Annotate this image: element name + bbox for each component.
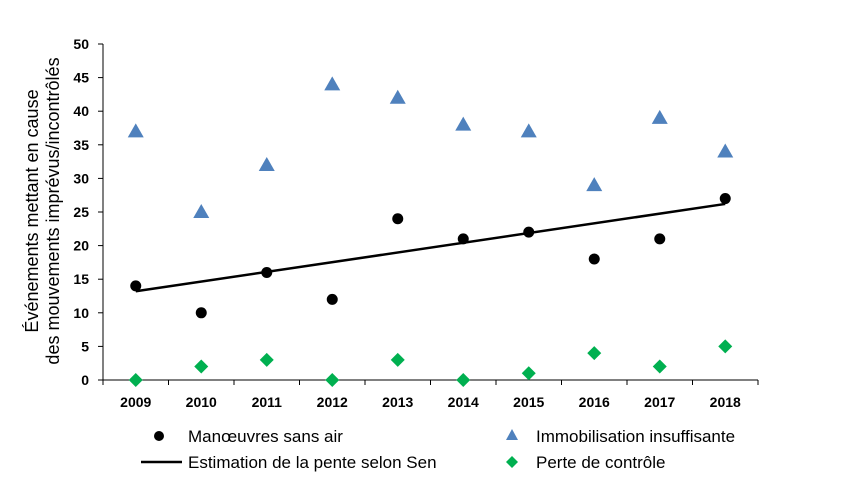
point-triangle-2015 bbox=[520, 123, 537, 138]
y-axis-label: Événements mettant en cause des mouvemen… bbox=[22, 57, 63, 364]
point-triangle-2009 bbox=[127, 123, 144, 138]
point-diamond-2011 bbox=[259, 352, 274, 367]
x-tick-labels: 2009 2010 2011 2012 2013 2014 2015 2016 2017 2018 bbox=[120, 394, 741, 410]
x-tick-label: 2016 bbox=[579, 394, 610, 410]
point-triangle-2014 bbox=[455, 116, 472, 131]
y-axis-label-line-1: Événements mettant en cause bbox=[22, 89, 42, 332]
data-points bbox=[127, 76, 734, 387]
y-tick-label: 10 bbox=[73, 305, 89, 321]
y-tick-label: 15 bbox=[73, 271, 89, 287]
legend-label-perte: Perte de contrôle bbox=[536, 453, 665, 472]
legend-marker-manoeuvres bbox=[154, 431, 164, 441]
point-triangle-2017 bbox=[651, 109, 668, 124]
point-diamond-2018 bbox=[718, 339, 733, 354]
trendline-group bbox=[135, 202, 726, 293]
point-diamond-2013 bbox=[390, 352, 405, 367]
legend-marker-immobilisation bbox=[506, 429, 518, 440]
y-tick-label: 45 bbox=[73, 70, 89, 86]
x-tick-label: 2011 bbox=[252, 394, 283, 410]
point-triangle-2013 bbox=[389, 89, 406, 104]
point-diamond-2017 bbox=[652, 359, 667, 374]
point-circle-2013 bbox=[392, 213, 404, 225]
y-tick-label: 5 bbox=[81, 338, 89, 354]
point-diamond-2014 bbox=[456, 373, 471, 387]
point-diamond-2015 bbox=[521, 366, 536, 381]
x-tick-label: 2017 bbox=[644, 394, 675, 410]
point-circle-2015 bbox=[523, 226, 535, 238]
point-circle-2017 bbox=[654, 233, 666, 245]
y-tick-label: 25 bbox=[73, 204, 89, 220]
legend-label-manoeuvres: Manœuvres sans air bbox=[188, 427, 343, 446]
x-tick-label: 2009 bbox=[120, 394, 151, 410]
point-triangle-2010 bbox=[193, 204, 210, 218]
point-circle-2012 bbox=[326, 293, 338, 305]
point-triangle-2012 bbox=[324, 76, 341, 91]
legend: Manœuvres sans air Immobilisation insuff… bbox=[141, 427, 735, 472]
point-triangle-2011 bbox=[258, 156, 275, 171]
x-tick-label: 2013 bbox=[382, 394, 413, 410]
point-diamond-2009 bbox=[128, 373, 143, 387]
point-circle-2009 bbox=[130, 280, 142, 292]
y-tick-labels: 0 5 10 15 20 25 30 35 40 45 50 bbox=[73, 36, 89, 388]
point-triangle-2018 bbox=[717, 143, 734, 158]
x-tick-label: 2012 bbox=[317, 394, 348, 410]
y-tick-label: 30 bbox=[73, 170, 89, 186]
legend-marker-perte bbox=[506, 456, 518, 468]
y-tick-label: 20 bbox=[73, 238, 89, 254]
point-diamond-2016 bbox=[587, 346, 602, 361]
y-tick-label: 50 bbox=[73, 36, 89, 52]
x-tick-label: 2015 bbox=[513, 394, 544, 410]
legend-label-immobilisation: Immobilisation insuffisante bbox=[536, 427, 735, 446]
x-tick-label: 2014 bbox=[448, 394, 479, 410]
point-circle-2011 bbox=[261, 266, 273, 278]
legend-label-trendline: Estimation de la pente selon Sen bbox=[188, 453, 437, 472]
y-tick-label: 40 bbox=[73, 103, 89, 119]
point-triangle-2016 bbox=[586, 177, 603, 192]
x-tick-label: 2018 bbox=[710, 394, 741, 410]
point-diamond-2010 bbox=[194, 359, 209, 374]
point-circle-2018 bbox=[719, 193, 731, 205]
trendline bbox=[135, 202, 726, 293]
point-circle-2010 bbox=[195, 307, 207, 319]
point-circle-2016 bbox=[588, 253, 600, 265]
y-axis-label-line-2: des mouvements imprévus/incontrôlés bbox=[43, 57, 63, 364]
y-tick-label: 0 bbox=[81, 372, 89, 388]
point-diamond-2012 bbox=[325, 373, 340, 387]
x-tick-label: 2010 bbox=[186, 394, 217, 410]
y-tick-label: 35 bbox=[73, 137, 89, 153]
axes bbox=[98, 43, 759, 385]
point-circle-2014 bbox=[457, 233, 469, 245]
